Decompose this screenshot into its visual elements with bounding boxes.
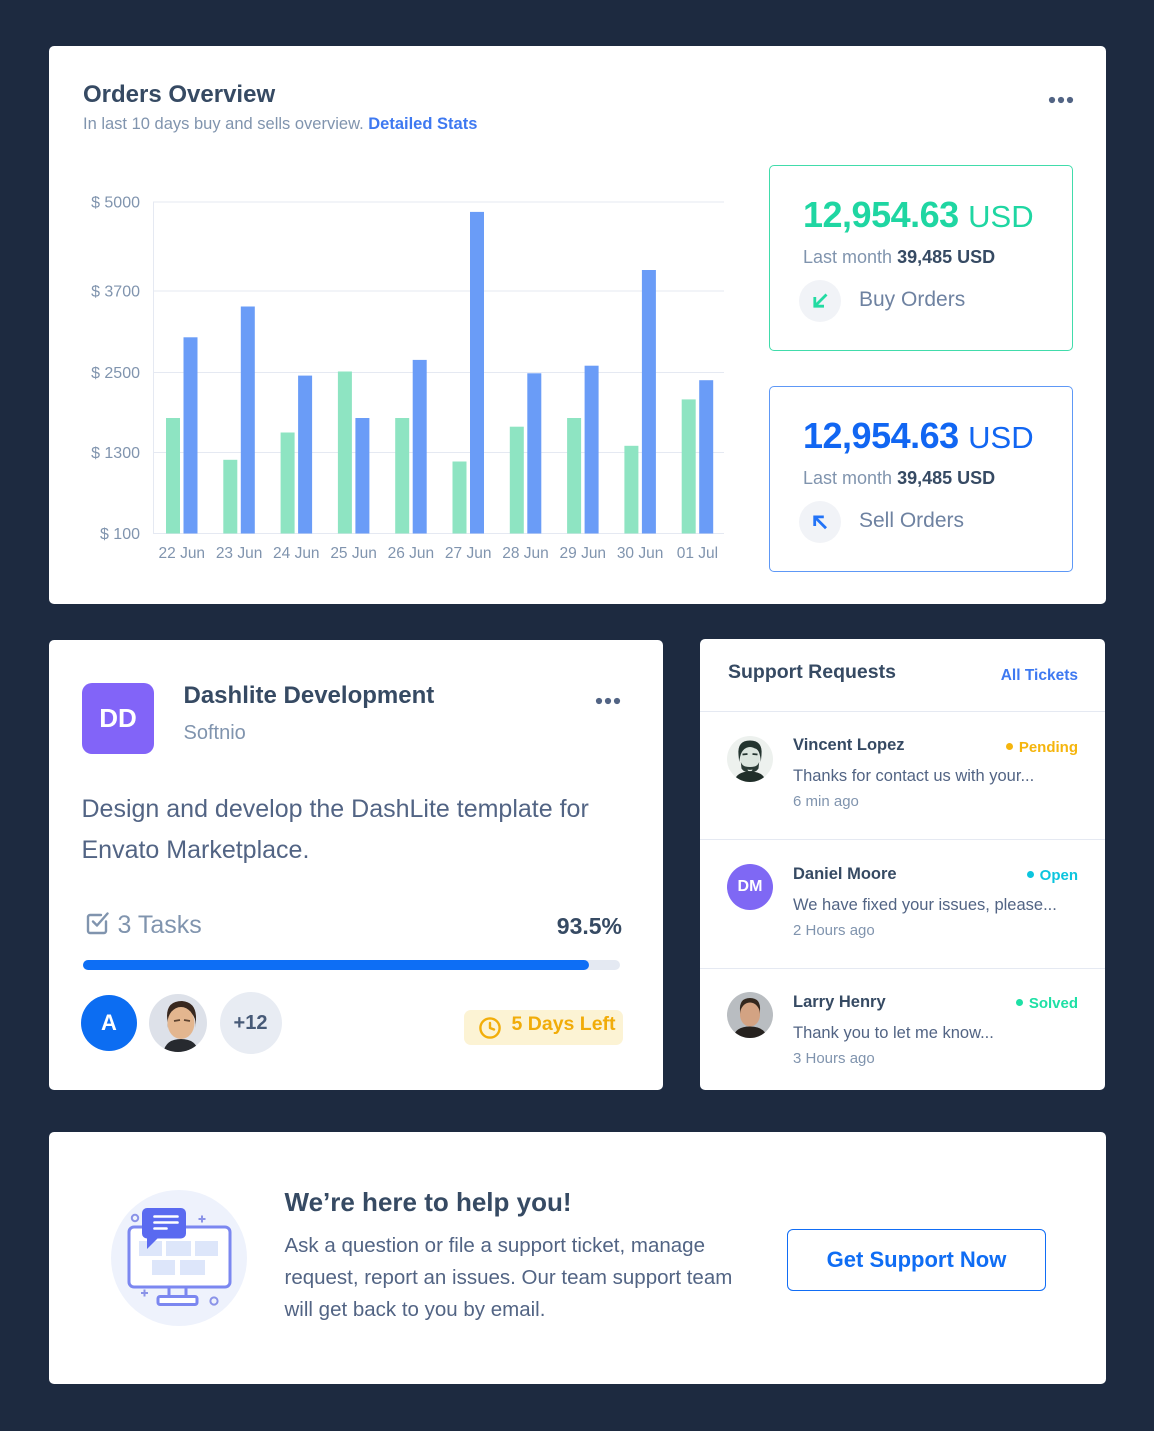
svg-text:23 Jun: 23 Jun (216, 545, 263, 562)
svg-text:22 Jun: 22 Jun (159, 545, 206, 562)
svg-text:29 Jun: 29 Jun (560, 545, 607, 562)
svg-text:30 Jun: 30 Jun (617, 545, 664, 562)
svg-text:28 Jun: 28 Jun (502, 545, 549, 562)
svg-text:27 Jun: 27 Jun (445, 545, 492, 562)
svg-text:$ 3700: $ 3700 (91, 284, 140, 301)
svg-text:$ 1300: $ 1300 (91, 445, 140, 462)
svg-text:$ 5000: $ 5000 (91, 195, 140, 212)
svg-text:01 Jul: 01 Jul (677, 545, 718, 562)
svg-text:24 Jun: 24 Jun (273, 545, 320, 562)
svg-text:26 Jun: 26 Jun (388, 545, 435, 562)
svg-text:$ 2500: $ 2500 (91, 365, 140, 382)
svg-text:$ 100: $ 100 (100, 526, 140, 543)
svg-text:25 Jun: 25 Jun (330, 545, 377, 562)
